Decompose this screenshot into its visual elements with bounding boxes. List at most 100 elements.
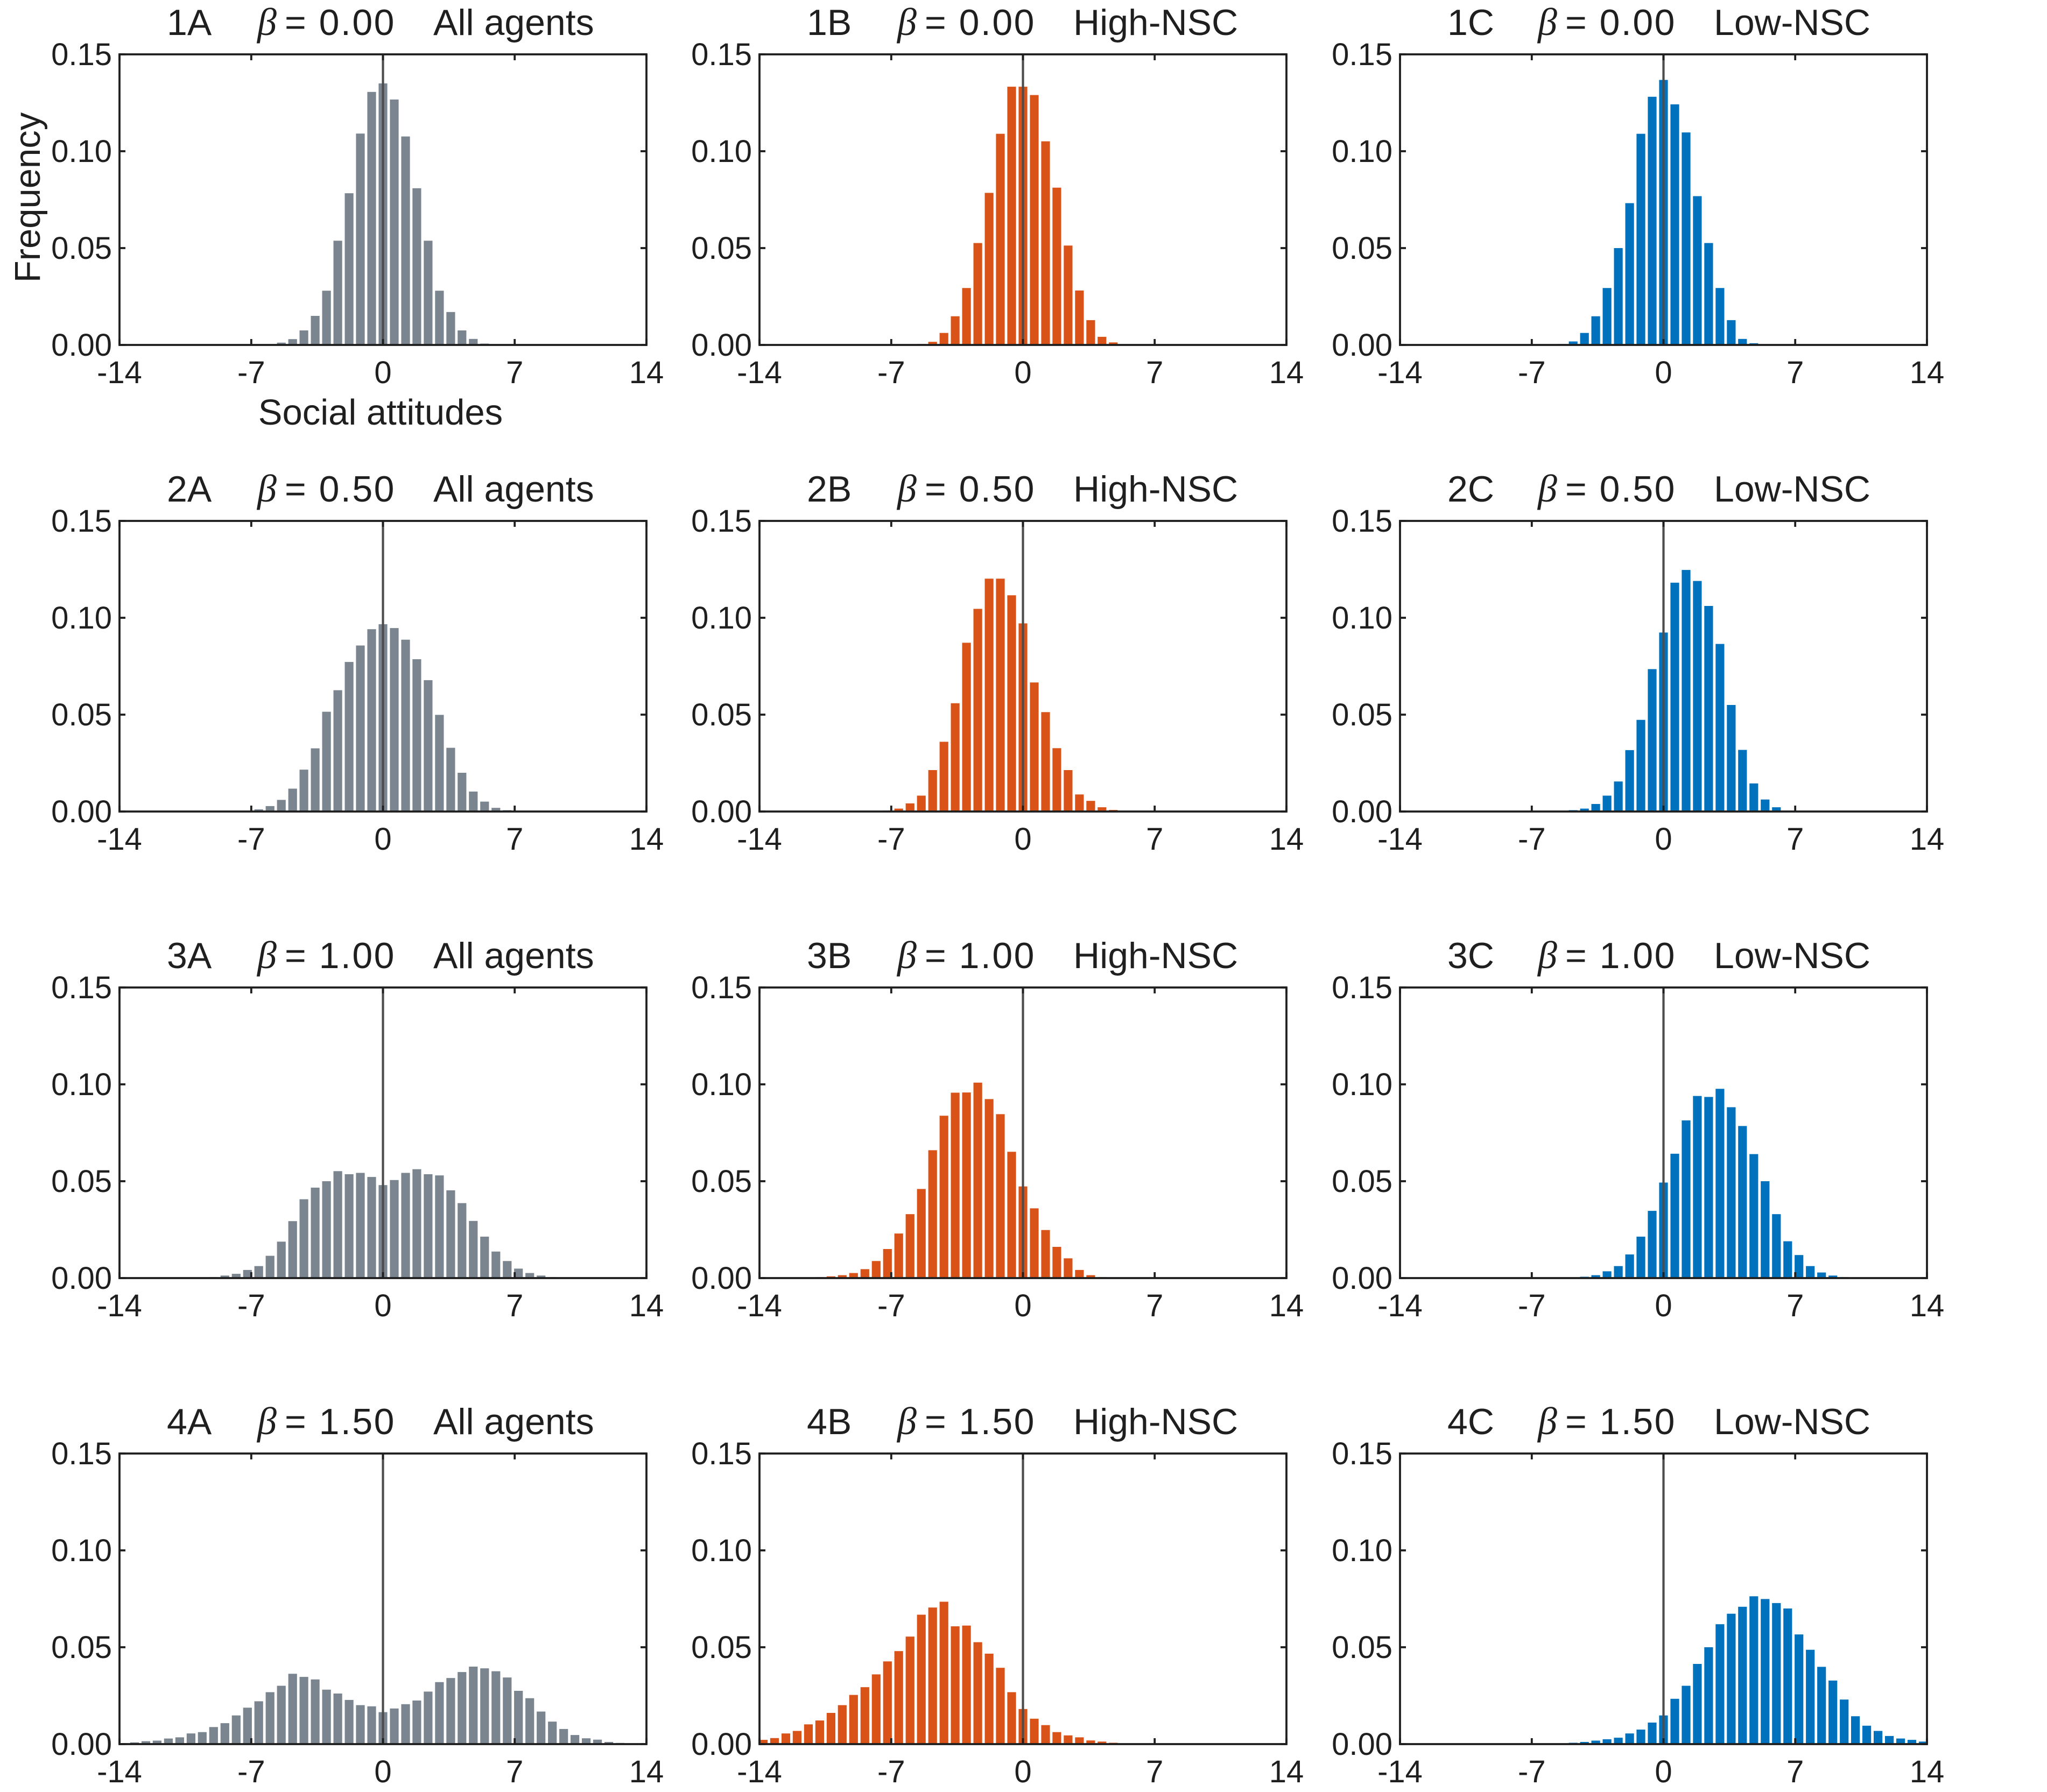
svg-text:14: 14 — [1910, 822, 1945, 857]
svg-text:7: 7 — [506, 1754, 523, 1789]
svg-text:7: 7 — [506, 822, 523, 857]
svg-text:= 1.50: = 1.50 — [285, 1401, 396, 1442]
svg-text:0: 0 — [374, 1288, 391, 1323]
svg-text:-14: -14 — [1377, 822, 1423, 857]
svg-text:1B: 1B — [807, 2, 852, 43]
svg-text:0: 0 — [1014, 1288, 1031, 1323]
svg-text:High-NSC: High-NSC — [1073, 935, 1238, 976]
svg-text:-14: -14 — [737, 1754, 782, 1789]
svg-text:= 1.00: = 1.00 — [285, 935, 396, 976]
svg-text:β: β — [896, 1, 917, 44]
svg-text:14: 14 — [629, 822, 664, 857]
svg-text:0: 0 — [1655, 355, 1672, 390]
svg-text:7: 7 — [1786, 822, 1804, 857]
svg-text:0.15: 0.15 — [51, 970, 112, 1005]
svg-text:0: 0 — [1014, 822, 1031, 857]
svg-text:= 1.00: = 1.00 — [1565, 935, 1676, 976]
svg-text:0.05: 0.05 — [51, 1164, 112, 1199]
svg-text:= 0.00: = 0.00 — [1565, 2, 1676, 43]
svg-text:0.10: 0.10 — [51, 1067, 112, 1102]
svg-text:14: 14 — [1269, 1288, 1304, 1323]
svg-text:0.05: 0.05 — [1332, 697, 1392, 732]
svg-text:14: 14 — [1910, 1754, 1945, 1789]
svg-text:β: β — [1537, 1400, 1557, 1443]
svg-text:Frequency: Frequency — [8, 112, 48, 283]
svg-text:14: 14 — [1910, 355, 1945, 390]
svg-text:0.00: 0.00 — [691, 328, 752, 363]
svg-text:= 0.00: = 0.00 — [285, 2, 396, 43]
svg-text:-7: -7 — [237, 355, 265, 390]
svg-text:0.15: 0.15 — [51, 37, 112, 72]
svg-text:14: 14 — [629, 355, 664, 390]
svg-text:All agents: All agents — [433, 2, 594, 43]
svg-text:0.00: 0.00 — [51, 1727, 112, 1762]
svg-text:0.00: 0.00 — [1332, 794, 1392, 829]
svg-text:1C: 1C — [1447, 2, 1494, 43]
svg-text:= 0.50: = 0.50 — [1565, 469, 1676, 510]
svg-text:β: β — [896, 934, 917, 977]
svg-text:0.00: 0.00 — [51, 794, 112, 829]
svg-text:= 1.00: = 1.00 — [925, 935, 1036, 976]
svg-text:β: β — [1537, 934, 1557, 977]
svg-text:7: 7 — [506, 355, 523, 390]
svg-text:-7: -7 — [1518, 1288, 1546, 1323]
svg-text:0.00: 0.00 — [691, 1261, 752, 1296]
svg-text:-14: -14 — [1377, 1288, 1423, 1323]
svg-text:β: β — [256, 1, 277, 44]
svg-text:0.05: 0.05 — [51, 1630, 112, 1665]
svg-text:0.15: 0.15 — [691, 1436, 752, 1471]
svg-text:-14: -14 — [737, 355, 782, 390]
svg-text:0.10: 0.10 — [1332, 601, 1392, 636]
svg-text:0.00: 0.00 — [51, 328, 112, 363]
svg-text:0.15: 0.15 — [1332, 1436, 1392, 1471]
svg-text:0: 0 — [1655, 1754, 1672, 1789]
svg-text:0.05: 0.05 — [691, 231, 752, 266]
svg-text:0.05: 0.05 — [691, 697, 752, 732]
svg-text:0.15: 0.15 — [691, 970, 752, 1005]
svg-text:0: 0 — [374, 355, 391, 390]
svg-text:0.00: 0.00 — [1332, 328, 1392, 363]
svg-text:0.10: 0.10 — [51, 1533, 112, 1568]
svg-text:0.10: 0.10 — [1332, 1533, 1392, 1568]
svg-text:0: 0 — [1655, 822, 1672, 857]
svg-text:0.15: 0.15 — [1332, 504, 1392, 539]
svg-text:0.10: 0.10 — [691, 134, 752, 169]
svg-text:High-NSC: High-NSC — [1073, 1401, 1238, 1442]
svg-text:3A: 3A — [167, 935, 212, 976]
svg-text:-7: -7 — [237, 1288, 265, 1323]
svg-text:2B: 2B — [807, 469, 852, 510]
svg-text:-7: -7 — [877, 1288, 905, 1323]
svg-text:All agents: All agents — [433, 1401, 594, 1442]
svg-text:3B: 3B — [807, 935, 852, 976]
svg-text:0.10: 0.10 — [1332, 1067, 1392, 1102]
svg-text:-14: -14 — [97, 1288, 142, 1323]
svg-text:7: 7 — [1146, 1754, 1163, 1789]
svg-text:14: 14 — [629, 1288, 664, 1323]
svg-text:14: 14 — [1269, 355, 1304, 390]
svg-text:0.05: 0.05 — [51, 231, 112, 266]
svg-text:7: 7 — [1786, 355, 1804, 390]
svg-text:0.05: 0.05 — [691, 1630, 752, 1665]
svg-text:3C: 3C — [1447, 935, 1494, 976]
svg-text:Low-NSC: Low-NSC — [1714, 469, 1870, 510]
svg-text:0.05: 0.05 — [1332, 1630, 1392, 1665]
svg-text:0.05: 0.05 — [691, 1164, 752, 1199]
svg-text:0: 0 — [1014, 1754, 1031, 1789]
svg-text:0: 0 — [374, 1754, 391, 1789]
svg-text:-14: -14 — [1377, 1754, 1423, 1789]
svg-text:0.00: 0.00 — [691, 1727, 752, 1762]
svg-text:0.00: 0.00 — [691, 794, 752, 829]
svg-text:0.00: 0.00 — [1332, 1727, 1392, 1762]
svg-text:β: β — [256, 467, 277, 510]
svg-text:Social attitudes: Social attitudes — [258, 392, 503, 433]
svg-text:0: 0 — [1014, 355, 1031, 390]
svg-text:7: 7 — [506, 1288, 523, 1323]
svg-text:High-NSC: High-NSC — [1073, 2, 1238, 43]
svg-text:7: 7 — [1146, 822, 1163, 857]
svg-text:β: β — [256, 1400, 277, 1443]
svg-text:4A: 4A — [167, 1401, 212, 1442]
svg-text:0.10: 0.10 — [51, 134, 112, 169]
svg-text:7: 7 — [1786, 1754, 1804, 1789]
svg-text:4C: 4C — [1447, 1401, 1494, 1442]
svg-text:-14: -14 — [97, 1754, 142, 1789]
